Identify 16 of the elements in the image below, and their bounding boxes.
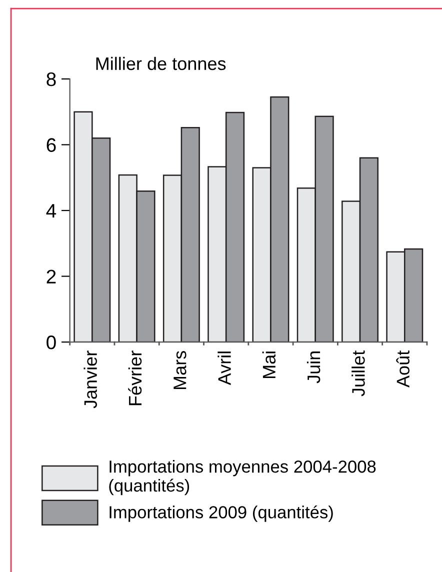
y-axis-title: Millier de tonnes — [96, 56, 226, 70]
x-tick-label: Janvier — [84, 350, 98, 408]
x-tick-label: Mai — [262, 352, 276, 378]
y-tick-label: 6 — [46, 138, 56, 152]
y-tick-label: 2 — [46, 270, 56, 284]
legend-label: Importations 2009 (quantités) — [110, 505, 333, 522]
x-tick-label: Août — [396, 350, 410, 388]
x-tick-label: Avril — [218, 352, 231, 386]
y-tick-label: 8 — [46, 72, 56, 86]
x-tick-label: Juin — [306, 352, 320, 384]
x-tick-label: Juillet — [352, 350, 365, 396]
x-tick-label: Mars — [174, 351, 186, 390]
y-tick-label: 4 — [46, 204, 56, 218]
x-tick-label: Février — [128, 350, 142, 406]
legend-label: Importations moyennes 2004-2008 (quantités) — [109, 460, 376, 496]
y-tick-label: 0 — [46, 336, 56, 350]
